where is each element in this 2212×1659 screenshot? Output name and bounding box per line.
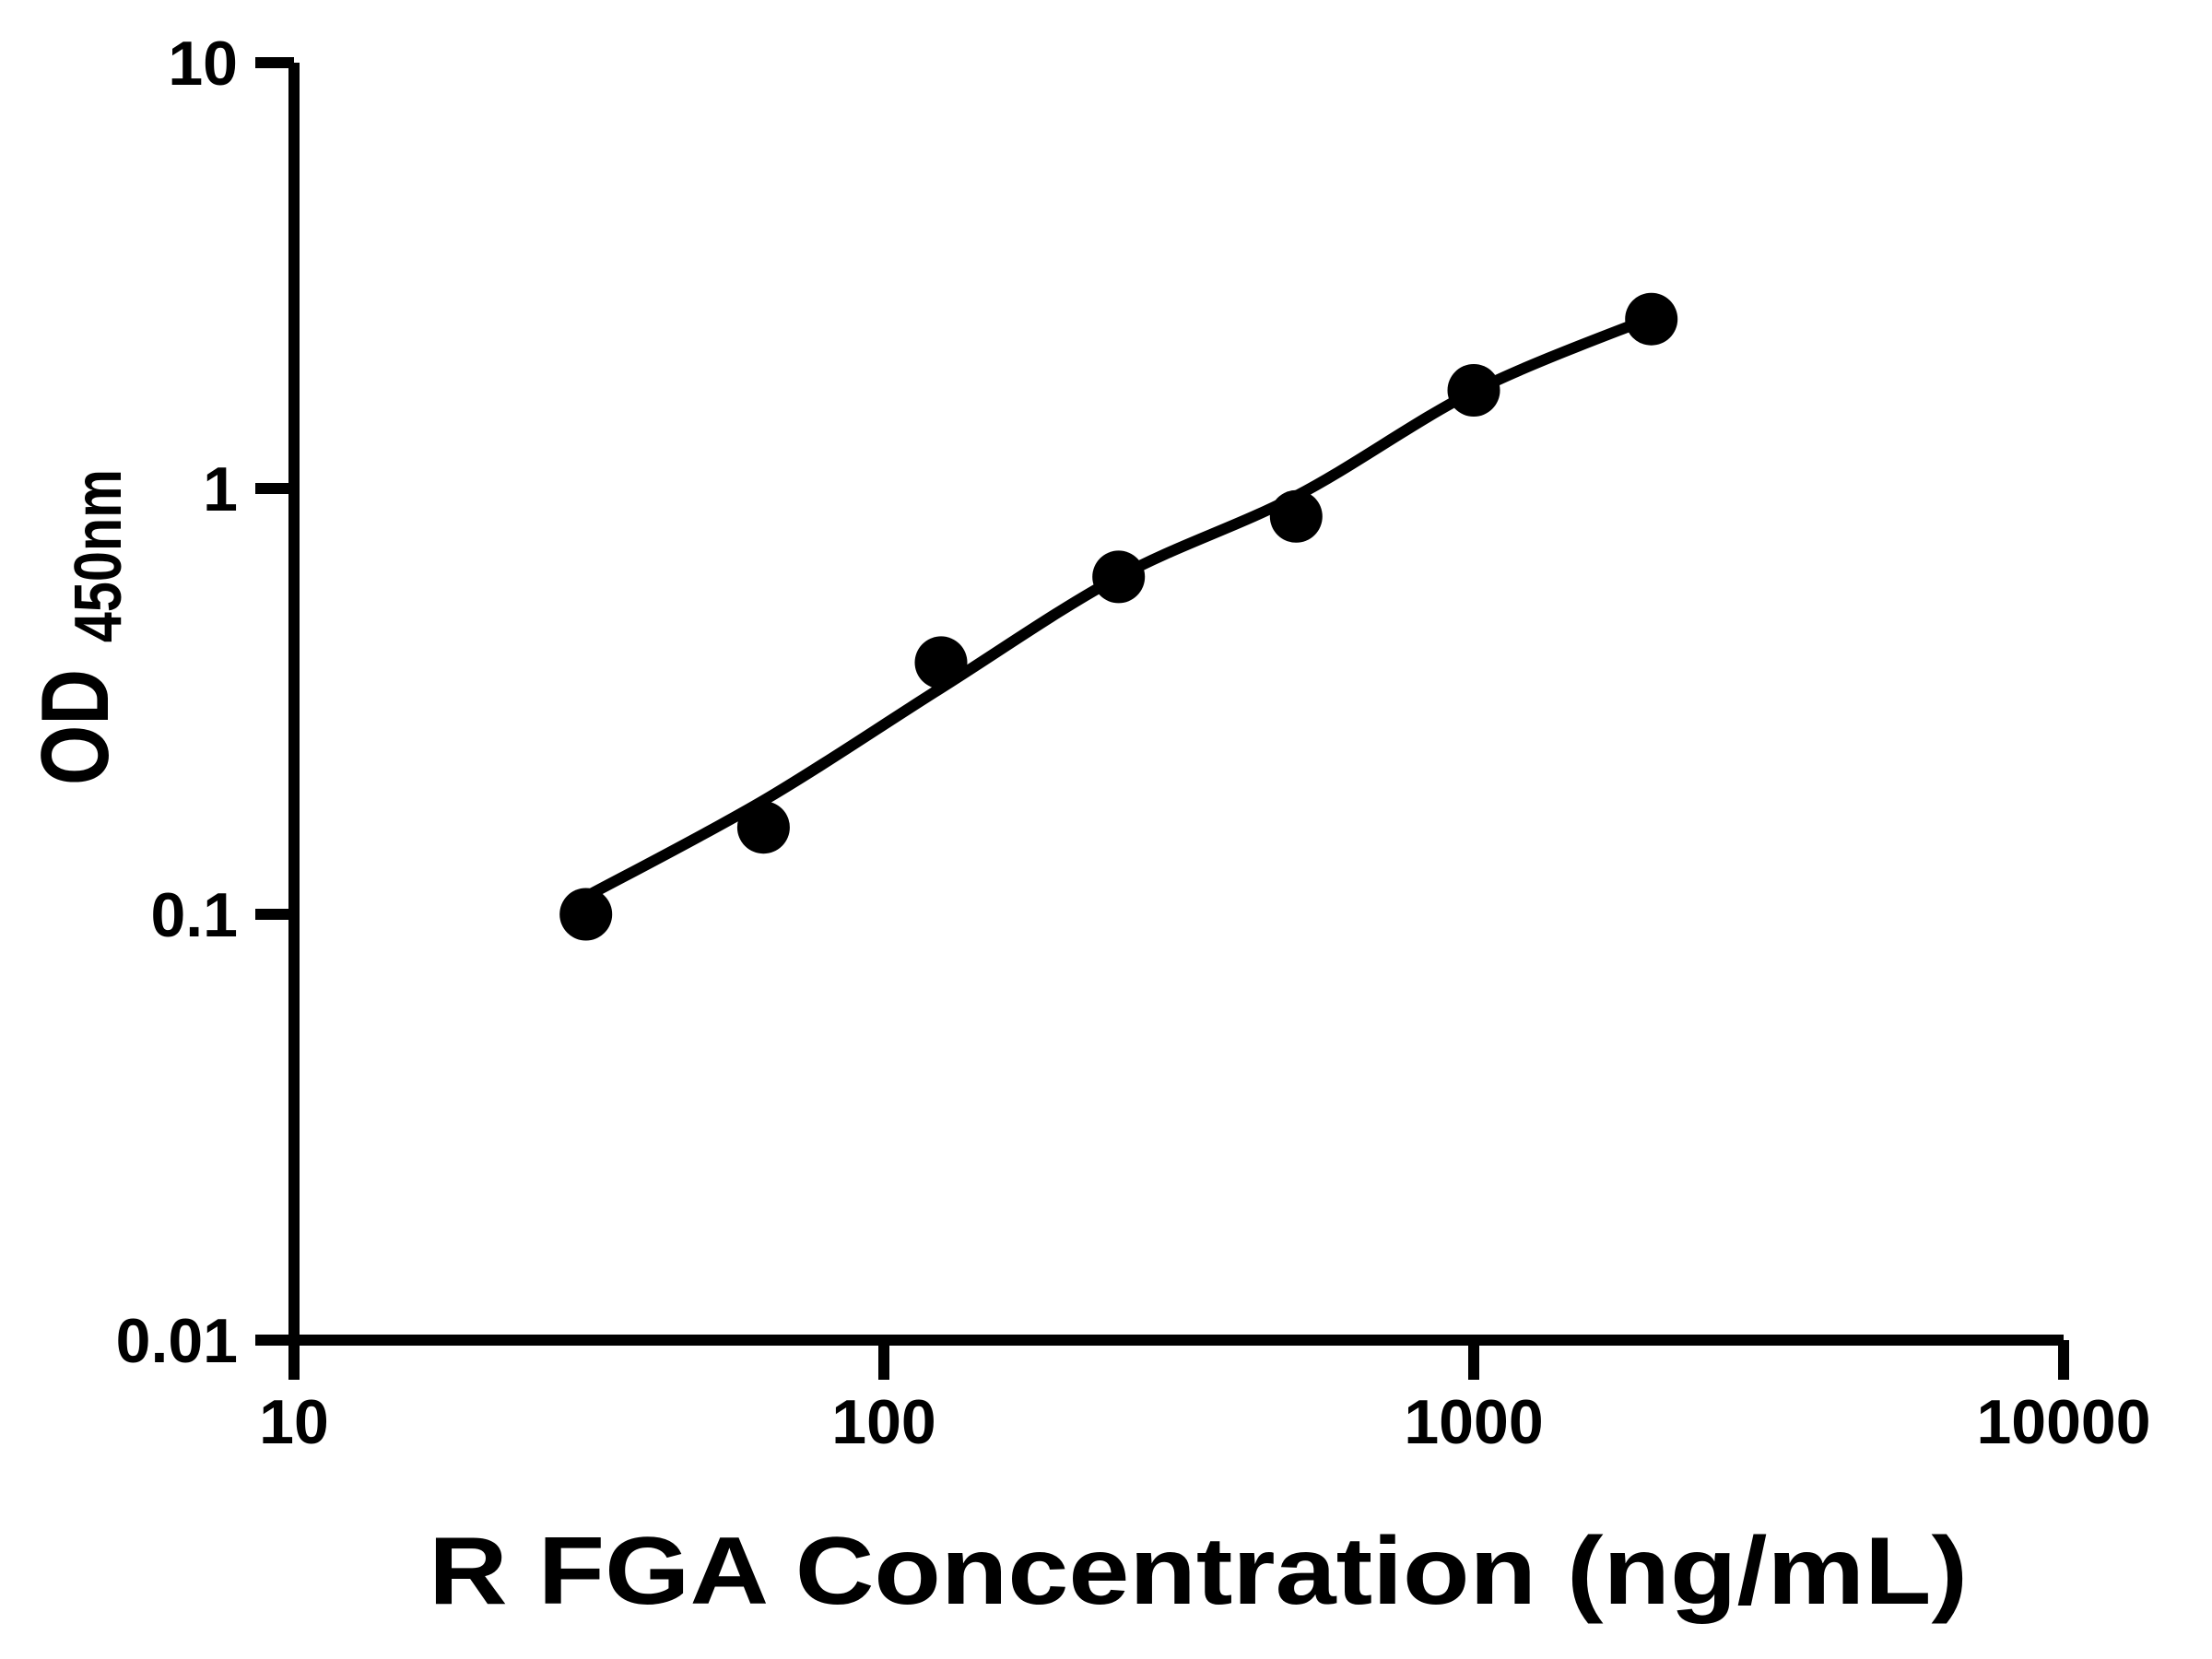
data-point: [1625, 292, 1678, 346]
plot-area: 0.01 0.1 1 10 10 100 1000 10000: [116, 29, 2151, 1457]
data-point: [914, 636, 968, 689]
y-axis-title: OD 450nm: [22, 469, 135, 785]
axes-spine: [288, 63, 2064, 1346]
x-axis-tick-label: 1000: [1404, 1387, 1543, 1457]
x-axis-title: R FGA Concentration (ng/mL): [429, 1518, 1968, 1625]
y-axis-tick-label: 0.01: [116, 1306, 238, 1376]
y-axis-title-subscript: 450nm: [62, 469, 135, 642]
data-point: [1269, 489, 1323, 543]
x-axis-tick-label: 100: [831, 1387, 935, 1457]
data-point: [736, 801, 790, 854]
y-axis-title-main: OD: [22, 669, 129, 785]
data-point: [1447, 364, 1500, 417]
y-axis-tick-label: 10: [168, 29, 238, 99]
x-axis-tick-label: 10000: [1976, 1387, 2150, 1457]
data-point: [559, 888, 613, 941]
data-point: [1092, 550, 1146, 604]
y-axis-tick-label: 0.1: [150, 880, 238, 950]
x-axis-tick-label: 10: [259, 1387, 329, 1457]
y-axis-tick-label: 1: [203, 454, 238, 524]
